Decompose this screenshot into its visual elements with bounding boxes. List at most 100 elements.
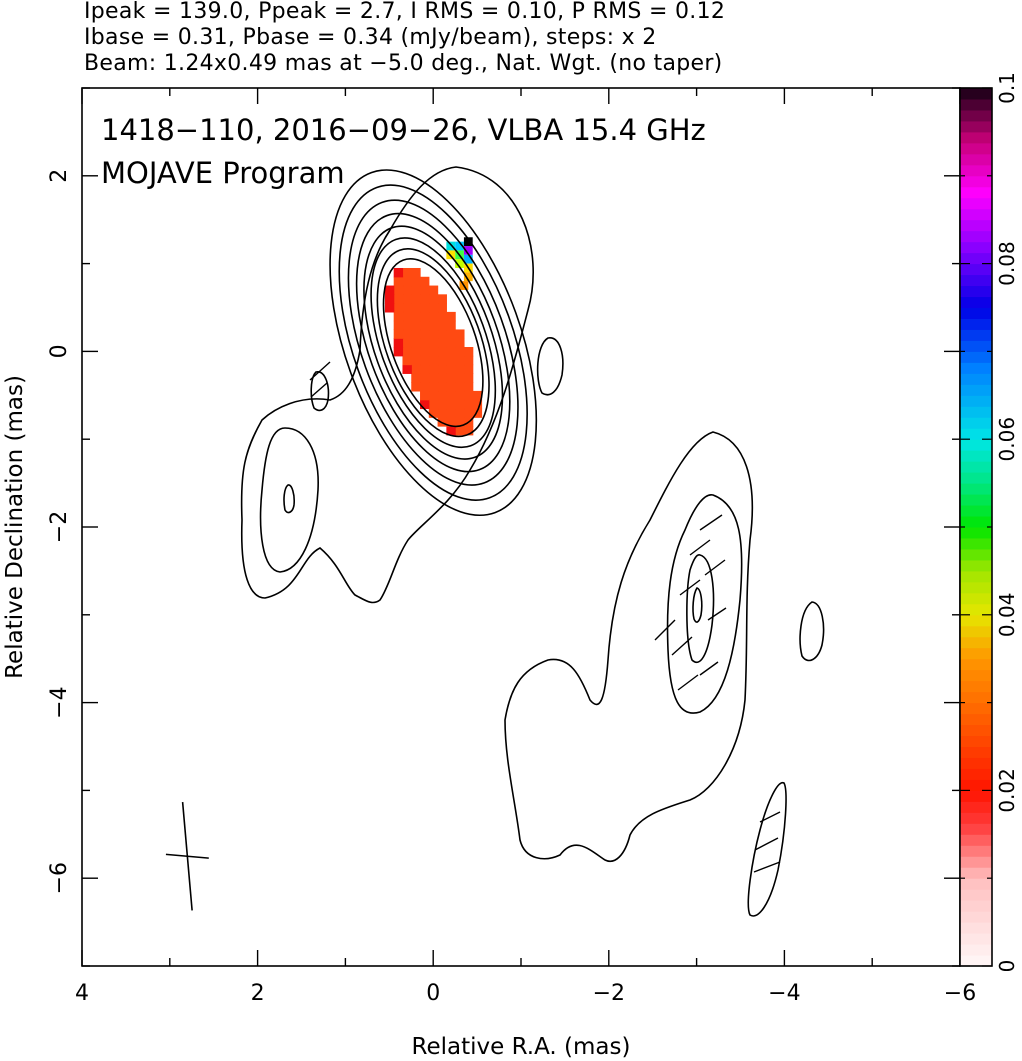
colorbar-band — [960, 362, 992, 374]
colorbar-band — [960, 483, 992, 495]
pol-pixel — [420, 355, 430, 366]
pol-pixel — [437, 417, 447, 427]
pol-pixel — [446, 417, 456, 427]
colorbar-band — [960, 164, 992, 177]
pol-pixel-tip — [463, 254, 473, 264]
colorbar-band — [960, 263, 992, 276]
pol-pixel — [428, 285, 439, 295]
colorbar-band — [960, 603, 992, 616]
pol-pixel — [393, 267, 404, 278]
pol-pixel — [446, 364, 456, 374]
pol-pixel — [437, 364, 447, 374]
pol-pixel — [411, 320, 421, 331]
pol-pixel — [455, 373, 465, 383]
pol-pixel — [402, 329, 412, 339]
pol-pixel — [402, 276, 412, 287]
evpa-tick — [707, 607, 727, 621]
pol-pixel — [393, 311, 404, 322]
contour-jet-knot-core — [692, 587, 703, 623]
colorbar-band — [960, 384, 992, 396]
pol-pixel — [455, 364, 465, 374]
evpa-tick — [671, 636, 693, 656]
pol-pixel — [402, 303, 412, 313]
y-tick-label: −6 — [47, 862, 72, 894]
contour-jet-knot-inner — [686, 554, 715, 663]
colorbar-band — [960, 834, 992, 846]
colorbar-band — [960, 900, 992, 912]
pol-pixel — [437, 311, 447, 322]
colorbar-band — [960, 230, 992, 243]
pol-pixel — [428, 364, 439, 374]
pol-pixel — [411, 364, 421, 374]
evpa-tick — [679, 579, 701, 596]
colorbar-band — [960, 537, 992, 550]
pol-pixel — [420, 347, 430, 357]
pol-pixel — [402, 347, 412, 357]
pol-pixel — [420, 320, 430, 331]
colorbar-band — [960, 351, 992, 363]
pol-pixel — [393, 285, 404, 295]
colorbar-band — [960, 735, 992, 747]
contour-knot-small — [283, 484, 295, 514]
colorbar-band — [960, 680, 992, 693]
evpa-tick — [759, 811, 781, 823]
x-tick-label: 2 — [251, 981, 265, 1006]
colorbar-band — [960, 889, 992, 901]
header-line-3: Beam: 1.24x0.49 mas at −5.0 deg., Nat. W… — [84, 51, 723, 76]
colorbar-band — [960, 658, 992, 671]
colorbar-band — [960, 88, 992, 100]
colorbar-band — [960, 702, 992, 715]
evpa-tick — [310, 382, 328, 398]
colorbar-band — [960, 120, 992, 133]
pol-pixel — [437, 382, 447, 392]
colorbar-band — [960, 922, 992, 934]
pol-pixel — [463, 399, 474, 410]
colorbar-band — [960, 790, 992, 802]
pol-pixel — [463, 382, 474, 392]
outer-contour-jet — [504, 431, 754, 862]
colorbar-band — [960, 878, 992, 890]
colorbar-band — [960, 340, 992, 352]
colorbar-band — [960, 647, 992, 660]
pol-pixel-tip — [446, 241, 456, 251]
pol-pixel — [393, 347, 404, 357]
colorbar-tick-label: 0 — [995, 960, 1019, 973]
pol-pixel — [455, 399, 465, 410]
pol-pixel — [402, 320, 412, 331]
colorbar-band — [960, 812, 992, 824]
program-annotation: MOJAVE Program — [101, 156, 345, 190]
beam-minor-axis — [165, 853, 209, 859]
colorbar-band — [960, 570, 992, 583]
pol-pixel — [411, 347, 421, 357]
pol-pixel — [472, 390, 483, 401]
evpa-tick — [753, 861, 781, 873]
evpa-tick — [704, 559, 726, 576]
colorbar-band — [960, 845, 992, 857]
pol-pixel — [411, 329, 421, 339]
colorbar-band — [960, 406, 992, 418]
pol-pixel — [437, 338, 447, 348]
pol-pixel — [437, 294, 447, 304]
evpa-tick — [309, 361, 331, 381]
y-axis-label: Relative Declination (mas) — [2, 375, 28, 679]
core-contour — [338, 184, 528, 501]
colorbar-band — [960, 318, 992, 330]
x-axis-label: Relative R.A. (mas) — [412, 1034, 631, 1060]
colorbar-band — [960, 241, 992, 254]
colorbar-tick-label: 0.08 — [995, 241, 1019, 286]
colorbar-band — [960, 911, 992, 923]
pol-pixel — [437, 320, 447, 331]
pol-pixel — [463, 373, 474, 383]
header-line-1: Ipeak = 139.0, Ppeak = 2.7, I RMS = 0.10… — [84, 0, 726, 24]
colorbar-tick-label: 0.06 — [995, 417, 1019, 462]
evpa-tick — [699, 514, 723, 531]
restoring-beam — [165, 801, 209, 911]
pol-pixel-tip — [463, 237, 473, 247]
pol-pixel — [428, 408, 439, 418]
pol-pixel — [446, 320, 456, 331]
pol-pixel — [393, 294, 404, 304]
pol-pixel — [437, 329, 447, 339]
colorbar-tick-labels: 0 0.02 0.04 0.06 0.08 0.1 — [995, 72, 1019, 972]
pol-pixel — [455, 408, 465, 418]
